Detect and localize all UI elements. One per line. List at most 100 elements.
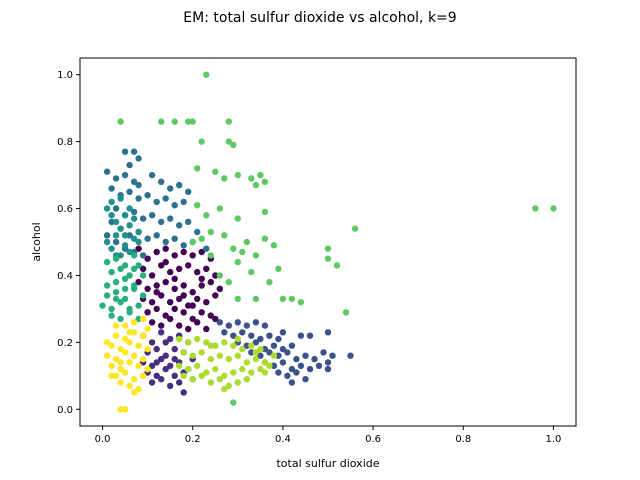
scatter-point-c2-26 (302, 352, 309, 359)
scatter-point-c6-29 (261, 235, 269, 242)
scatter-point-c0-11 (158, 262, 165, 269)
scatter-point-c8-28 (121, 322, 129, 329)
scatter-point-c2-34 (315, 362, 323, 369)
scatter-point-c3-28 (171, 235, 178, 242)
y-tick-label-4: 0.8 (57, 137, 73, 148)
scatter-point-c7-8 (248, 342, 255, 349)
scatter-point-c1-27 (176, 379, 183, 386)
scatter-point-c7-39 (243, 376, 250, 383)
scatter-point-c7-36 (225, 382, 232, 390)
scatter-point-c3-39 (158, 178, 165, 185)
scatter-point-c0-34 (194, 295, 201, 303)
scatter-point-c3-34 (126, 161, 133, 169)
scatter-point-c4-0 (103, 205, 111, 212)
scatter-point-c8-7 (126, 339, 133, 346)
scatter-point-c0-21 (162, 278, 169, 286)
scatter-point-c8-30 (139, 315, 147, 323)
scatter-point-c3-11 (171, 202, 178, 209)
scatter-point-c6-41 (261, 208, 269, 216)
scatter-point-c5-14 (139, 272, 147, 279)
scatter-point-c4-7 (135, 238, 142, 246)
scatter-point-c3-47 (203, 245, 210, 252)
scatter-point-c6-24 (189, 238, 196, 246)
scatter-point-c0-48 (176, 322, 183, 329)
scatter-point-c6-33 (225, 278, 232, 286)
scatter-point-c4-2 (112, 218, 120, 226)
y-tick-label-1: 0.2 (57, 338, 73, 349)
scatter-point-c6-42 (221, 175, 228, 182)
scatter-point-c0-19 (144, 285, 151, 292)
scatter-point-c1-15 (167, 362, 174, 369)
scatter-point-c2-40 (288, 379, 296, 386)
scatter-point-c6-15 (252, 181, 260, 189)
scatter-point-c0-25 (198, 282, 205, 289)
scatter-point-c7-5 (221, 339, 228, 346)
scatter-point-c7-22 (194, 362, 201, 369)
scatter-point-c2-16 (261, 345, 269, 353)
scatter-point-c5-5 (103, 292, 111, 299)
scatter-point-c1-26 (167, 382, 174, 390)
scatter-point-c0-1 (144, 255, 151, 262)
scatter-point-c3-44 (103, 232, 111, 239)
scatter-point-c2-45 (306, 332, 314, 339)
scatter-point-c4-16 (108, 198, 115, 206)
scatter-point-c5-10 (103, 282, 111, 289)
scatter-point-c2-20 (248, 349, 255, 356)
scatter-point-c3-20 (176, 222, 183, 229)
scatter-point-c0-32 (176, 295, 183, 303)
scatter-point-c5-20 (112, 255, 120, 262)
scatter-point-c5-17 (126, 272, 133, 279)
scatter-point-c3-19 (167, 215, 174, 222)
scatter-point-c2-44 (279, 329, 287, 336)
scatter-point-c8-25 (126, 382, 133, 390)
scatter-point-c5-19 (103, 258, 111, 266)
scatter-point-c2-9 (248, 332, 255, 339)
scatter-point-c6-13 (248, 175, 255, 182)
scatter-point-c2-1 (225, 322, 232, 329)
scatter-point-c8-8 (135, 342, 142, 349)
y-tick-label-2: 0.4 (57, 271, 73, 282)
scatter-point-c7-4 (212, 342, 219, 349)
scatter-point-c6-47 (342, 309, 350, 316)
scatter-point-c6-6 (225, 118, 232, 125)
scatter-point-c0-41 (180, 309, 187, 316)
scatter-point-c2-2 (234, 319, 241, 326)
scatter-point-c3-0 (103, 168, 111, 175)
scatter-point-c5-27 (112, 295, 120, 303)
scatter-point-c5-1 (108, 305, 115, 313)
scatter-point-c6-21 (207, 228, 214, 236)
scatter-point-c3-27 (162, 238, 169, 246)
scatter-point-c3-26 (153, 232, 160, 239)
scatter-point-c7-19 (261, 359, 269, 366)
scatter-point-c0-4 (171, 252, 178, 259)
scatter-point-c2-21 (257, 352, 264, 359)
scatter-point-c7-31 (180, 372, 187, 379)
scatter-point-c0-58 (198, 275, 205, 282)
scatter-point-c8-21 (121, 369, 129, 376)
scatter-point-c2-42 (329, 352, 336, 359)
scatter-point-c8-36 (126, 329, 133, 336)
scatter-point-c0-27 (216, 285, 223, 292)
scatter-point-c7-29 (257, 365, 264, 373)
scatter-point-c2-48 (297, 332, 305, 339)
scatter-point-c6-12 (234, 171, 241, 179)
scatter-point-c8-20 (112, 372, 120, 379)
scatter-point-c1-14 (158, 355, 165, 363)
scatter-point-c0-43 (198, 309, 205, 316)
scatter-point-c2-41 (320, 349, 327, 356)
scatter-point-c2-11 (266, 332, 273, 339)
scatter-point-c8-37 (117, 359, 124, 366)
scatter-point-c7-1 (185, 339, 192, 346)
x-tick-label-3: 0.6 (365, 434, 381, 445)
scatter-point-c0-31 (167, 299, 174, 306)
scatter-point-c3-15 (130, 208, 138, 216)
scatter-point-c0-9 (139, 265, 147, 272)
scatter-point-c8-4 (139, 332, 147, 339)
scatter-point-c3-2 (121, 171, 129, 179)
scatter-point-c1-9 (171, 345, 178, 353)
scatter-point-c7-33 (198, 372, 205, 379)
scatter-point-c3-29 (180, 242, 187, 249)
scatter-point-c7-24 (212, 365, 219, 373)
scatter-point-c1-1 (148, 339, 156, 346)
